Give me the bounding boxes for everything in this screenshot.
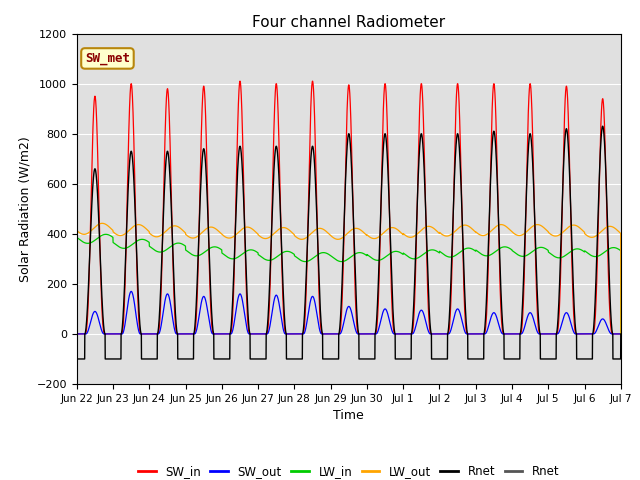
SW_in: [73, 331, 81, 337]
Rnet: [617, 331, 625, 337]
SW_out: [402, 331, 410, 337]
LW_out: [99, 220, 106, 226]
LW_out: [565, 224, 573, 229]
Title: Four channel Radiometer: Four channel Radiometer: [252, 15, 445, 30]
SW_out: [189, 331, 197, 337]
LW_out: [225, 235, 233, 241]
Rnet: [617, 356, 625, 362]
Text: SW_met: SW_met: [85, 52, 130, 65]
LW_out: [73, 228, 81, 233]
LW_out: [617, 331, 625, 337]
SW_out: [73, 331, 81, 337]
Rnet: [73, 356, 81, 362]
LW_in: [617, 331, 625, 337]
LW_in: [189, 252, 197, 258]
SW_out: [412, 325, 419, 331]
Line: LW_in: LW_in: [77, 234, 621, 334]
LW_out: [402, 233, 410, 239]
Line: SW_out: SW_out: [77, 291, 621, 334]
Rnet: [599, 123, 607, 129]
LW_in: [565, 250, 573, 255]
SW_in: [236, 78, 244, 84]
Rnet: [402, 356, 410, 362]
LW_out: [617, 230, 625, 236]
Legend: SW_in, SW_out, LW_in, LW_out, Rnet, Rnet: SW_in, SW_out, LW_in, LW_out, Rnet, Rnet: [133, 461, 564, 480]
SW_in: [617, 331, 625, 337]
X-axis label: Time: Time: [333, 409, 364, 422]
SW_out: [225, 331, 233, 337]
SW_out: [127, 288, 135, 294]
SW_out: [565, 314, 573, 320]
SW_out: [617, 331, 625, 337]
LW_in: [102, 231, 109, 237]
SW_in: [225, 331, 232, 337]
Y-axis label: Solar Radiation (W/m2): Solar Radiation (W/m2): [18, 136, 31, 282]
LW_in: [73, 235, 81, 240]
LW_in: [412, 256, 419, 262]
Rnet: [225, 356, 232, 362]
Line: SW_in: SW_in: [77, 81, 621, 334]
SW_in: [402, 331, 410, 337]
Rnet: [565, 160, 573, 166]
Line: Rnet: Rnet: [77, 126, 621, 359]
Rnet: [189, 356, 197, 362]
LW_in: [225, 255, 233, 261]
SW_in: [412, 276, 419, 281]
LW_out: [412, 233, 419, 239]
SW_in: [189, 331, 197, 337]
Line: LW_out: LW_out: [77, 223, 621, 334]
LW_out: [189, 235, 197, 241]
SW_in: [617, 331, 625, 337]
LW_in: [617, 248, 625, 253]
SW_in: [565, 148, 573, 154]
Rnet: [412, 262, 419, 268]
LW_in: [402, 252, 410, 258]
SW_out: [617, 331, 625, 337]
